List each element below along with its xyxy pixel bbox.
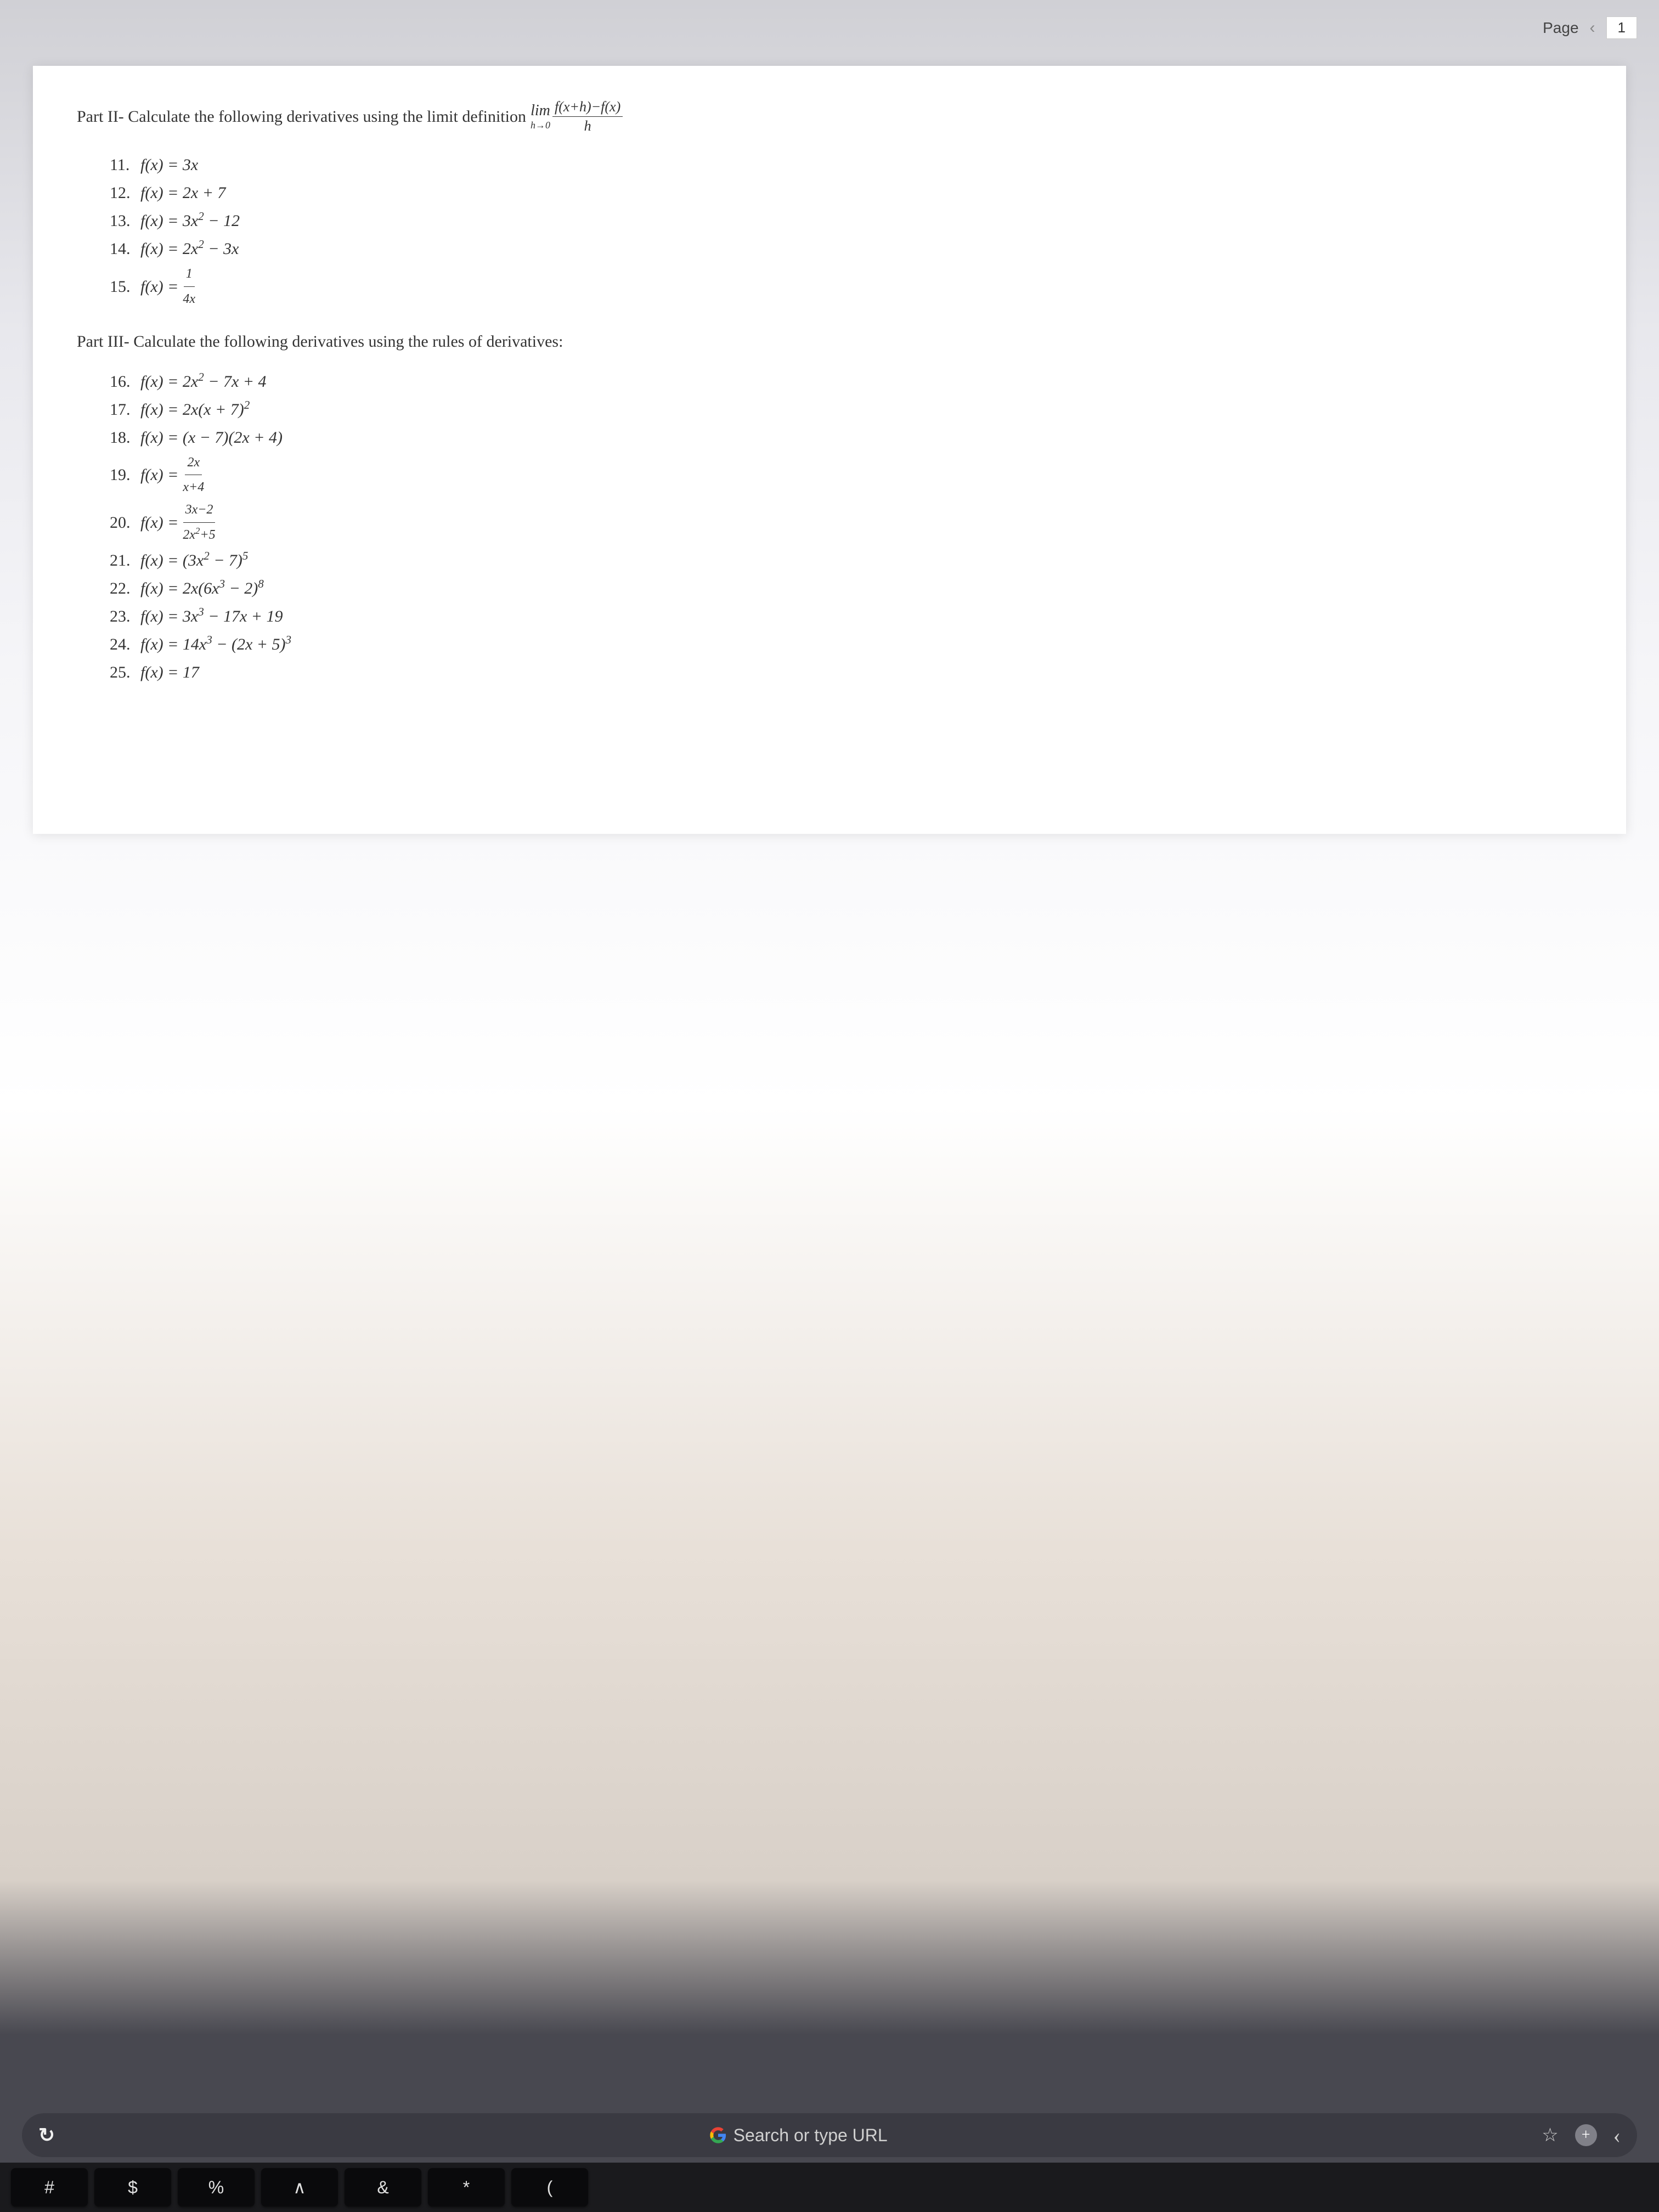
page-number-input[interactable]: 1 <box>1606 16 1637 39</box>
problem-15: 15. f(x) = 1 4x <box>110 263 1582 311</box>
limit-numerator: f(x+h)−f(x) <box>552 99 623 117</box>
keyboard-key[interactable]: $ <box>94 2168 171 2207</box>
keyboard-row: #$%∧&*( <box>0 2163 1659 2212</box>
keyboard-key[interactable]: ∧ <box>261 2168 338 2207</box>
problem-16: 16.f(x) = 2x2 − 7x + 4 <box>110 368 1582 396</box>
document-page: Part II- Calculate the following derivat… <box>33 66 1626 834</box>
keyboard-key[interactable]: ( <box>511 2168 588 2207</box>
problem-25: 25.f(x) = 17 <box>110 658 1582 686</box>
problem-24: 24.f(x) = 14x3 − (2x + 5)3 <box>110 630 1582 658</box>
part-2-problem-list: 11. f(x) = 3x 12. f(x) = 2x + 7 13. f(x)… <box>110 151 1582 311</box>
bottom-ui-area: ↻ Search or type URL ☆ + ‹ #$%∧&*( <box>0 2102 1659 2212</box>
problem-19: 19.f(x) = 2xx+4 <box>110 452 1582 499</box>
browser-address-bar[interactable]: ↻ Search or type URL ☆ + ‹ <box>22 2113 1637 2157</box>
problem-18: 18.f(x) = (x − 7)(2x + 4) <box>110 424 1582 452</box>
part-2-heading-text: Part II- Calculate the following derivat… <box>77 108 526 126</box>
part-3-heading: Part III- Calculate the following deriva… <box>77 332 1582 351</box>
limit-expression: lim h→0 f(x+h)−f(x) h <box>526 99 625 134</box>
problem-22: 22.f(x) = 2x(6x3 − 2)8 <box>110 574 1582 602</box>
problem-13: 13. f(x) = 3x2 − 12 <box>110 207 1582 235</box>
google-icon <box>709 2126 727 2144</box>
refresh-icon[interactable]: ↻ <box>38 2124 55 2147</box>
problem-14: 14. f(x) = 2x2 − 3x <box>110 235 1582 263</box>
limit-denominator: h <box>582 117 594 134</box>
problem-11: 11. f(x) = 3x <box>110 151 1582 179</box>
limit-operator: lim <box>531 102 550 120</box>
page-label: Page <box>1543 19 1578 37</box>
keyboard-key[interactable]: # <box>11 2168 88 2207</box>
keyboard-key[interactable]: & <box>345 2168 421 2207</box>
problem-17: 17.f(x) = 2x(x + 7)2 <box>110 396 1582 424</box>
keyboard-key[interactable]: % <box>178 2168 255 2207</box>
keyboard-key[interactable]: * <box>428 2168 505 2207</box>
problem-21: 21.f(x) = (3x2 − 7)5 <box>110 546 1582 574</box>
screen-wrapper: Page ‹ 1 Part II- Calculate the followin… <box>0 0 1659 2212</box>
problem-12: 12. f(x) = 2x + 7 <box>110 179 1582 207</box>
limit-subscript: h→0 <box>531 120 550 131</box>
add-tab-icon[interactable]: + <box>1575 2124 1597 2146</box>
problem-20: 20.f(x) = 3x−22x2+5 <box>110 499 1582 546</box>
page-navigation-header: Page ‹ 1 <box>1543 16 1637 39</box>
search-input[interactable]: Search or type URL <box>71 2125 1525 2146</box>
problem-23: 23.f(x) = 3x3 − 17x + 19 <box>110 602 1582 630</box>
menu-chevron-icon[interactable]: ‹ <box>1613 2123 1621 2148</box>
chevron-left-icon[interactable]: ‹ <box>1590 19 1595 37</box>
star-icon[interactable]: ☆ <box>1542 2124 1558 2146</box>
part-2-heading: Part II- Calculate the following derivat… <box>77 99 1582 134</box>
search-placeholder-text: Search or type URL <box>733 2125 888 2146</box>
part-3-problem-list: 16.f(x) = 2x2 − 7x + 417.f(x) = 2x(x + 7… <box>110 368 1582 686</box>
